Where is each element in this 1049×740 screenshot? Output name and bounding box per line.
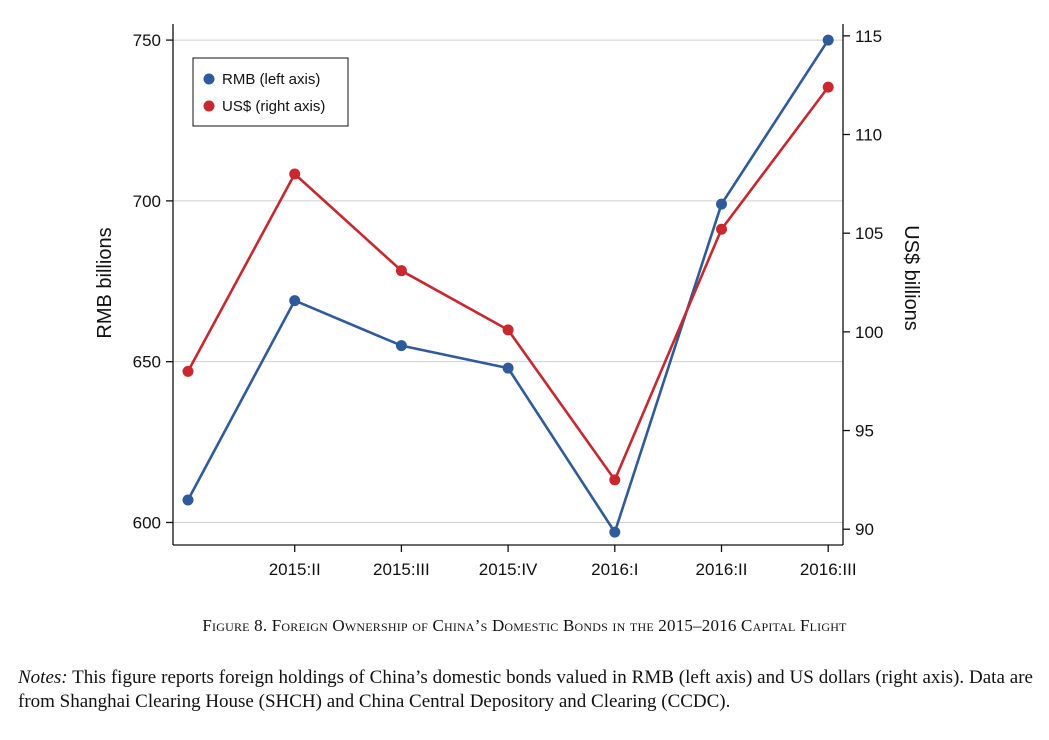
x-tick-label: 2015:II [269, 560, 321, 579]
data-point [609, 474, 621, 486]
legend-label: US$ (right axis) [222, 98, 325, 115]
y-axis-left-title: RMB billions [94, 227, 116, 338]
figure-caption: Figure 8. Foreign Ownership of China’s D… [202, 616, 847, 635]
figure-notes: Notes: This figure reports foreign holdi… [18, 666, 1033, 714]
y-left-tick-label: 700 [133, 192, 161, 211]
data-point [289, 295, 301, 307]
gridlines [173, 39, 843, 523]
legend-marker [203, 100, 215, 112]
x-tick-label: 2015:IV [479, 560, 538, 579]
data-point [182, 365, 194, 377]
notes-lead: Notes: [18, 667, 68, 688]
data-point [716, 223, 727, 235]
axes: 600 650 700 750 90 95 100 105 110 115 2015:II 2015:… [133, 24, 883, 579]
data-point [822, 34, 834, 46]
y-right-tick-label: 105 [855, 224, 883, 243]
data-point [395, 340, 407, 352]
data-point [609, 526, 621, 538]
y-left-tick-label: 750 [133, 31, 161, 50]
y-right-tick-label: 95 [855, 422, 874, 441]
data-point [395, 265, 407, 277]
y-right-tick-label: 100 [855, 323, 883, 342]
x-tick-label: 2016:I [591, 560, 638, 579]
y-right-tick-label: 110 [855, 126, 882, 145]
legend-label: RMB (left axis) [222, 71, 320, 88]
legend-marker [203, 73, 215, 85]
notes-text: This figure reports foreign holdings of … [18, 667, 1033, 712]
y-right-tick-label: 115 [855, 27, 882, 46]
x-tick-label: 2016:II [696, 560, 748, 579]
data-point [716, 198, 727, 210]
legend-box [192, 57, 349, 127]
data-point [502, 362, 514, 374]
chart: 600 650 700 750 90 95 100 105 110 115 2015:II 2015:… [94, 24, 922, 579]
data-point [822, 81, 834, 93]
series [182, 34, 834, 538]
y-left-tick-label: 600 [133, 513, 161, 532]
legend: RMB (left axis) US$ (right axis) [192, 57, 349, 127]
x-tick-label: 2015:III [373, 560, 430, 579]
y-right-tick-label: 90 [855, 520, 874, 539]
x-tick-label: 2016:III [800, 560, 857, 579]
y-axis-right-title: US$ billions [900, 225, 922, 331]
y-left-tick-label: 650 [133, 353, 161, 372]
data-point [182, 494, 194, 506]
data-point [502, 324, 514, 336]
data-point [289, 168, 301, 180]
series-line [186, 86, 830, 482]
